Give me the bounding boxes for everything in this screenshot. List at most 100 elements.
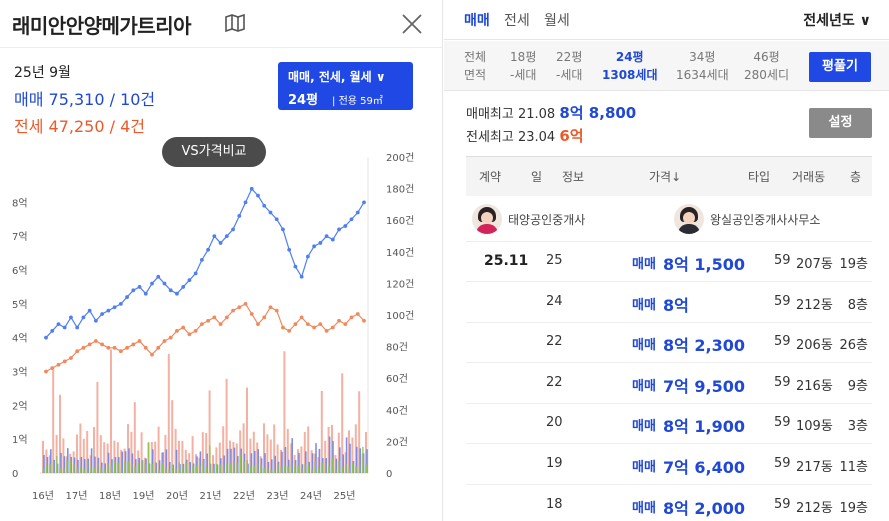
volume-bar-rent [277,463,279,473]
cell-size: 59 [774,253,791,268]
volume-bar-jeonse [52,368,55,473]
volume-bar-sale [298,452,300,473]
table-row[interactable]: 25.11 25 매매 8억 1,500 59 207동 19층 [466,242,872,282]
size-24[interactable]: 24평 1308세대 [602,50,658,82]
volume-bar-sale [271,459,273,473]
volume-bar-rent [328,466,330,473]
volume-bar-rent [236,462,238,473]
size-46[interactable]: 46평 280세디 [744,50,789,82]
cell-dong: 212동 [796,297,833,313]
volume-bar-rent [93,467,95,473]
volume-bar-rent [161,463,163,473]
volume-bar-sale [165,449,168,473]
tab-sale[interactable]: 매매 [464,13,490,29]
volume-bar-rent [76,468,78,473]
volume-bar-sale [328,436,331,473]
series-point-sale [262,203,267,208]
table-row[interactable]: 18 매매 8억 2,000 59 212동 19층 [466,486,872,521]
volume-bar-jeonse [113,440,116,473]
volume-bar-jeonse [358,391,361,473]
volume-bar-jeonse [286,428,289,473]
tab-rent[interactable]: 월세 [544,13,570,29]
cell-day: 25 [546,253,563,268]
pyung-button[interactable]: 평풀기 [809,52,871,82]
cell-dong: 217동 [796,460,833,475]
volume-bar-rent [178,462,180,473]
volume-bar-jeonse [42,440,44,473]
series-point-sale [156,274,161,279]
series-point-jeonse [224,315,229,320]
series-point-jeonse [156,345,161,350]
vs-compare-button[interactable]: VS가격비교 [162,137,266,167]
volume-bar-rent [158,469,160,473]
volume-bar-jeonse [133,402,136,473]
volume-bar-sale [250,453,253,473]
year-select[interactable]: 전세년도 ∨ [803,13,871,29]
table-row[interactable]: 20 매매 8억 1,900 59 109동 3층 [466,404,872,445]
th-price[interactable]: 가격↓ [649,170,682,184]
series-point-sale [112,305,117,310]
volume-bar-jeonse [239,430,242,473]
series-point-jeonse [175,329,179,333]
volume-bar-rent [182,466,184,473]
series-point-sale [181,285,186,289]
cell-price: 8억 1,900 [663,417,746,437]
table-row[interactable]: 22 매매 8억 2,300 59 206동 26층 [466,323,872,364]
y-right-tick-label: 80건 [386,342,408,354]
series-point-jeonse [87,342,92,347]
size-34[interactable]: 34평 1634세대 [676,50,729,82]
tab-jeonse[interactable]: 전세 [504,13,530,29]
volume-bar-rent [362,446,364,473]
volume-bar-sale [243,453,246,473]
y-right-tick-label: 40건 [386,405,408,417]
close-icon[interactable] [400,12,424,36]
summary-sale: 매매 75,310 / 10건 [14,90,156,109]
volume-bar-rent [185,462,187,473]
volume-bar-jeonse [79,423,82,473]
volume-bar-jeonse [181,440,184,473]
series-line-jeonse [45,303,365,373]
volume-bar-rent [90,467,92,473]
filter-dropdown[interactable]: 매매, 전세, 월세 ∨ 24평 | 전용 59㎡ [278,62,413,110]
size-22[interactable]: 22평 -세대 [556,50,583,82]
cell-dong: 212동 [796,500,833,516]
th-contract: 계약 [479,170,502,184]
volume-bar-rent [280,466,282,473]
series-point-sale [199,257,204,262]
volume-bar-jeonse [59,394,61,473]
volume-bar-sale [352,461,355,473]
volume-bar-sale [80,456,83,473]
agent-2[interactable]: 왕실공인중개사사무소 [674,204,820,234]
volume-bar-rent [365,464,367,473]
series-point-jeonse [293,322,298,327]
volume-bar-sale [281,451,283,473]
volume-bar-sale [182,463,185,473]
volume-bar-sale [301,464,304,473]
cell-day: 22 [546,374,563,390]
setting-button[interactable]: 설정 [809,108,872,138]
volume-bar-jeonse [86,430,89,473]
map-icon[interactable] [225,14,245,32]
table-row[interactable]: 24 매매 8억 59 212동 8층 [466,283,872,323]
size-all[interactable]: 전체 면적 [464,50,487,82]
volume-bar-rent [267,467,269,473]
volume-bar-jeonse [93,427,95,473]
y-left-tick-label: 4억 [12,333,28,345]
agent-1[interactable]: 태양공인중개사 [472,204,585,234]
table-row[interactable]: 22 매매 7억 9,500 59 216동 9층 [466,364,872,404]
volume-bar-rent [97,462,99,473]
volume-bar-jeonse [161,452,163,473]
cell-floor: 19층 [839,500,868,516]
volume-bar-sale [288,459,290,473]
series-point-jeonse [312,325,317,330]
cell-floor: 9층 [847,378,868,394]
table-row[interactable]: 19 매매 7억 6,400 59 217동 11층 [466,445,872,485]
volume-bar-rent [253,464,255,473]
series-point-jeonse [337,318,341,323]
series-point-sale [193,271,198,276]
volume-bar-rent [49,464,51,473]
volume-bar-rent [260,465,262,473]
series-point-jeonse [268,305,273,310]
size-18[interactable]: 18평 -세대 [510,50,537,82]
series-point-sale [50,329,55,333]
